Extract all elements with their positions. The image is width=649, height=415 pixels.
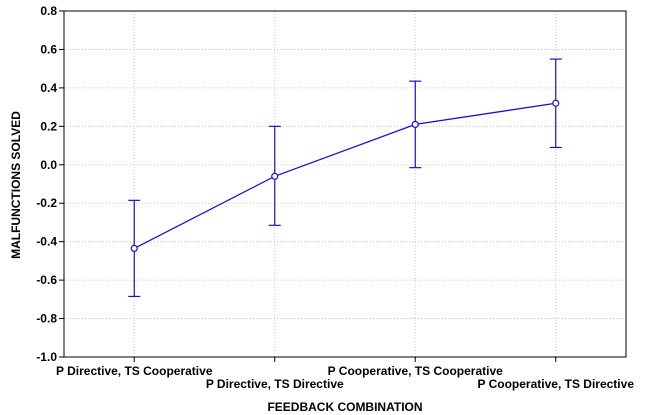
y-tick-label: 0.8	[40, 4, 57, 18]
y-tick-label: -0.2	[36, 196, 57, 210]
plot-frame	[63, 10, 627, 358]
data-point	[411, 120, 419, 129]
data-point	[552, 99, 560, 107]
y-tick-label: -1.0	[36, 350, 57, 364]
x-axis-title: FEEDBACK COMBINATION	[267, 400, 422, 414]
y-tick-label: 0.2	[40, 119, 57, 133]
y-axis: -1.0 -0.8 -0.6 -0.4 -0.2 0.0 0.2 0.4 0.6 0.8	[36, 4, 64, 364]
y-tick-label: 0.6	[40, 42, 57, 56]
y-tick-label: -0.6	[36, 273, 57, 287]
x-tick-label: P Directive, TS Cooperative	[56, 364, 213, 378]
x-tick-label: P Cooperative, TS Cooperative	[328, 364, 503, 378]
y-tick-label: -0.8	[36, 312, 57, 326]
data-point	[271, 172, 279, 180]
y-tick-label: 0.0	[40, 158, 57, 172]
y-tick-label: 0.4	[40, 81, 57, 95]
y-tick-label: -0.4	[36, 235, 57, 249]
gridlines	[64, 11, 626, 357]
y-axis-title: MALFUNCTIONS SOLVED	[9, 111, 23, 259]
x-tick-label: P Cooperative, TS Directive	[477, 377, 634, 391]
data-point	[130, 244, 138, 252]
series	[128, 58, 562, 298]
x-tick-label: P Directive, TS Directive	[206, 377, 344, 391]
series-line	[133, 102, 556, 249]
